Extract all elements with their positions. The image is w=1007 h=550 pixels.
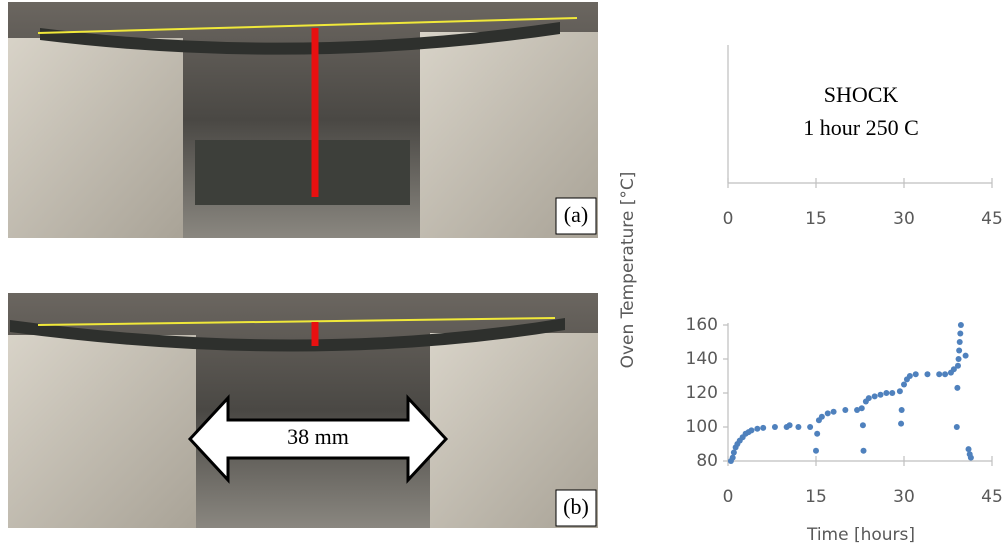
- point: [899, 407, 905, 413]
- point: [883, 390, 889, 396]
- point: [760, 425, 766, 431]
- point: [754, 426, 760, 432]
- point: [954, 385, 960, 391]
- y-tick-label: 100: [686, 417, 718, 437]
- point: [872, 393, 878, 399]
- dimension-label: 38 mm: [287, 424, 349, 449]
- annotation: 1 hour 250 C: [803, 115, 919, 140]
- panel-label: (a): [564, 202, 588, 227]
- x-tick-label: 45: [981, 487, 1003, 507]
- point: [813, 448, 819, 454]
- point: [957, 339, 963, 345]
- y-tick-label: 80: [696, 451, 718, 471]
- y-tick-label: 120: [686, 383, 718, 403]
- x-tick-label: 15: [805, 487, 827, 507]
- point: [954, 424, 960, 430]
- x-axis-label: Time [hours]: [806, 525, 915, 545]
- point: [966, 446, 972, 452]
- point: [889, 390, 895, 396]
- point: [901, 382, 907, 388]
- point: [861, 448, 867, 454]
- point: [956, 348, 962, 354]
- point: [897, 388, 903, 394]
- panel-label: (b): [563, 494, 589, 519]
- point: [968, 455, 974, 461]
- point: [898, 421, 904, 427]
- point: [814, 431, 820, 437]
- point: [825, 410, 831, 416]
- y-tick-label: 140: [686, 349, 718, 369]
- point: [963, 353, 969, 359]
- point: [936, 371, 942, 377]
- point: [957, 331, 963, 337]
- figure: (a) 38 mm (b) Oven Temperature [°C] Time…: [0, 0, 1007, 550]
- point: [859, 405, 865, 411]
- point: [942, 371, 948, 377]
- x-tick-label: 15: [805, 209, 827, 229]
- point: [958, 322, 964, 328]
- x-tick-label: 0: [723, 209, 734, 229]
- point: [807, 424, 813, 430]
- x-tick-label: 30: [893, 209, 915, 229]
- point: [772, 424, 778, 430]
- point: [795, 424, 801, 430]
- point: [748, 427, 754, 433]
- point: [819, 414, 825, 420]
- point: [842, 407, 848, 413]
- x-tick-label: 45: [981, 209, 1003, 229]
- point: [913, 371, 919, 377]
- point: [787, 422, 793, 428]
- x-tick-label: 0: [723, 487, 734, 507]
- point: [730, 455, 736, 461]
- point: [956, 356, 962, 362]
- photo-a: (a): [8, 2, 598, 238]
- point: [924, 371, 930, 377]
- point: [907, 373, 913, 379]
- y-axis-label: Oven Temperature [°C]: [618, 172, 638, 369]
- x-tick-label: 30: [893, 487, 915, 507]
- point: [878, 392, 884, 398]
- photo-b: 38 mm (b): [8, 293, 598, 528]
- point: [831, 409, 837, 415]
- point: [866, 395, 872, 401]
- point: [860, 422, 866, 428]
- annotation: SHOCK: [824, 82, 899, 107]
- y-tick-label: 160: [686, 315, 718, 335]
- point: [731, 450, 737, 456]
- point: [955, 363, 961, 369]
